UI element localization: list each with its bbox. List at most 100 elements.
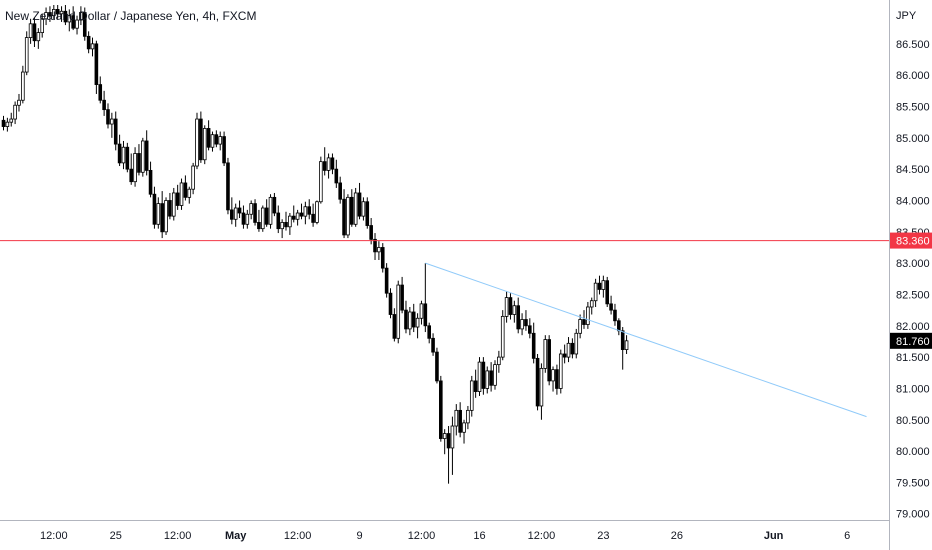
candle [408,306,412,336]
candle [361,197,366,221]
candle-body [411,311,416,328]
candle-body [531,332,536,359]
candle-body [102,99,106,111]
candle [388,288,393,319]
candle-body [601,280,606,290]
candle [21,65,25,104]
candle-body [473,380,478,392]
candle-body [59,10,64,15]
candle-body [338,182,342,200]
candle-body [164,200,168,233]
candle-body [427,325,431,339]
candle-body [586,306,590,325]
candle [110,112,114,138]
candle [531,322,536,364]
candle [582,310,586,329]
candle [125,142,130,173]
candle [504,291,509,323]
symbol-title[interactable]: New Zealand Dollar / Japanese Yen, 4h, F… [5,9,256,23]
candle-body [361,201,366,217]
candle [276,205,281,234]
candle [17,93,21,112]
candle-body [357,192,362,217]
candle-body [280,222,284,230]
candle-body [113,118,118,145]
candle [613,303,617,326]
candle-body [241,212,246,225]
candle-body [156,203,161,225]
candle-body [481,361,486,389]
candle-body [423,303,428,327]
candle-body [260,207,265,230]
candle [55,5,60,19]
candle-body [67,15,72,23]
candle-body [419,303,424,319]
candle-body [257,222,261,230]
candle-body [24,37,29,73]
candle [601,275,606,298]
candle-body [94,43,99,85]
candle [431,333,435,356]
price-tick-label: 79.500 [896,477,930,489]
candle-body [404,309,408,330]
candle-body [245,213,250,225]
candle [342,189,346,239]
last-price-tag: 81.760 [890,332,932,349]
candle [257,209,261,232]
candle-body [574,332,579,355]
candle-body [75,19,79,29]
candle-body [110,118,114,125]
overlay-layer [0,240,889,418]
candle [48,6,52,22]
candle [578,314,582,339]
candle-body [106,109,110,125]
candle-body [63,10,68,23]
time-axis[interactable]: 12:00 25 12:00 May 12:00 9 12:00 16 12:00 23 26 Jun… [0,520,889,543]
candle-body [388,292,393,315]
candle-body [373,238,377,253]
last-price-tag-label: 81.760 [896,336,930,348]
time-tick-label: May [225,530,247,542]
candle-body [617,320,621,332]
candle-body [384,267,389,294]
candle-body [342,198,346,236]
candle-body [233,207,238,220]
candle [528,318,532,339]
candle-body [431,337,435,353]
trendline[interactable] [425,262,867,418]
candle-body [44,12,48,20]
candle [59,6,64,22]
candle-body [284,222,288,228]
candle [291,205,296,223]
candle [439,375,443,442]
candle-body [597,282,602,290]
candle [237,200,242,219]
candle-body [303,206,308,217]
candle [164,197,168,235]
price-tick-label: 84.500 [896,164,930,176]
candle [264,199,269,227]
candle-body [291,215,296,220]
candle [295,209,300,226]
price-tick-label: 85.500 [896,102,930,114]
candle [183,175,188,201]
candle [40,13,44,38]
candle-body [377,247,381,253]
candle-body [454,409,459,427]
candle-body [535,357,540,407]
candle-body [508,297,513,315]
candle [288,213,292,235]
candle-body [125,146,130,170]
candle [113,111,118,151]
candle-body [539,367,544,407]
candle-body [168,200,172,217]
candle [419,300,424,325]
candle [466,405,470,430]
candle [586,301,590,329]
candle [171,187,176,221]
candle-body [40,18,44,33]
price-tick-label: 80.500 [896,415,930,427]
price-axis[interactable]: JPY 79.000 79.500 80.000 80.500 81.000 81.500… [889,0,932,550]
candle [141,137,145,177]
